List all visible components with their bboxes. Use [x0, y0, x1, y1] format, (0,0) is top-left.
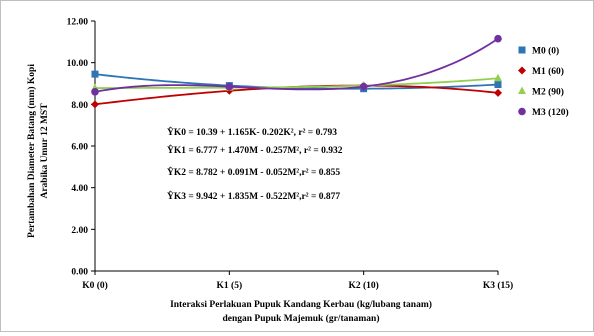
- y-axis-title-line1: Pertambahan Diameter Batang (mm) Kopi: [26, 64, 37, 238]
- equation-k1: ŶK1 = 6.777 + 1.470M - 0.257M², r² = 0.9…: [167, 144, 343, 156]
- y-tick-label: 12.00: [67, 18, 89, 28]
- data-point-s0-p3: [494, 81, 502, 89]
- regression-equations: ŶK0 = 10.39 + 1.165K- 0.202K², r² = 0.79…: [167, 126, 343, 202]
- data-point-s3-p3: [494, 34, 502, 43]
- series-markers: [91, 34, 502, 109]
- x-tick-label: K3 (15): [483, 280, 513, 291]
- legend: M0 (0) M1 (60) M2 (90) M3 (120): [518, 46, 569, 118]
- series-line-3: [94, 37, 499, 93]
- legend-label-1: M1 (60): [532, 66, 564, 77]
- x-axis-title-line2: dengan Pupuk Majemuk (gr/tanaman): [222, 313, 379, 324]
- series-line-2: [94, 77, 499, 89]
- legend-marker-3: [518, 107, 526, 116]
- data-point-s1-p0: [91, 100, 99, 109]
- series-curves: [94, 37, 499, 106]
- y-tick-label: 10.00: [67, 59, 89, 69]
- y-tick-label: 0.00: [71, 268, 88, 278]
- chart: 0.00 2.00 4.00 6.00 8.00 10.00 12.00 K0 (0) K1 …: [26, 18, 569, 325]
- data-point-s3-p2: [359, 82, 368, 91]
- x-tick-label: K2 (10): [348, 280, 378, 291]
- y-tick-label: 6.00: [71, 143, 88, 153]
- legend-marker-1: [518, 66, 526, 75]
- legend-label-2: M2 (90): [532, 87, 564, 98]
- y-tick-label: 2.00: [71, 226, 88, 236]
- legend-marker-0: [518, 46, 526, 54]
- y-axis-title-line2: Arabika Umur 12 MST: [40, 103, 50, 199]
- x-tick-label: K0 (0): [82, 280, 108, 291]
- data-point-s3-p1: [225, 82, 234, 91]
- y-ticks: 0.00 2.00 4.00 6.00 8.00 10.00 12.00: [67, 18, 95, 278]
- data-point-s0-p0: [91, 70, 99, 78]
- legend-label-3: M3 (120): [532, 107, 569, 118]
- legend-marker-2: [518, 86, 526, 94]
- x-axis-title-line1: Interaksi Perlakuan Pupuk Kandang Kerbau…: [170, 299, 432, 310]
- equation-k3: ŶK3 = 9.942 + 1.835M - 0.522M²,r² = 0.87…: [167, 190, 340, 202]
- equation-k0: ŶK0 = 10.39 + 1.165K- 0.202K², r² = 0.79…: [167, 126, 337, 138]
- data-point-s3-p0: [91, 88, 99, 96]
- x-ticks: K0 (0) K1 (5) K2 (10) K3 (15): [82, 271, 513, 291]
- legend-label-0: M0 (0): [532, 46, 559, 57]
- x-tick-label: K1 (5): [217, 280, 243, 291]
- data-point-s1-p3: [494, 88, 502, 97]
- equation-k2: ŶK2 = 8.782 + 0.091M - 0.052M²,r² = 0.85…: [167, 166, 340, 178]
- y-tick-label: 4.00: [71, 184, 88, 194]
- y-tick-label: 8.00: [71, 101, 88, 111]
- data-point-s2-p3: [494, 73, 502, 82]
